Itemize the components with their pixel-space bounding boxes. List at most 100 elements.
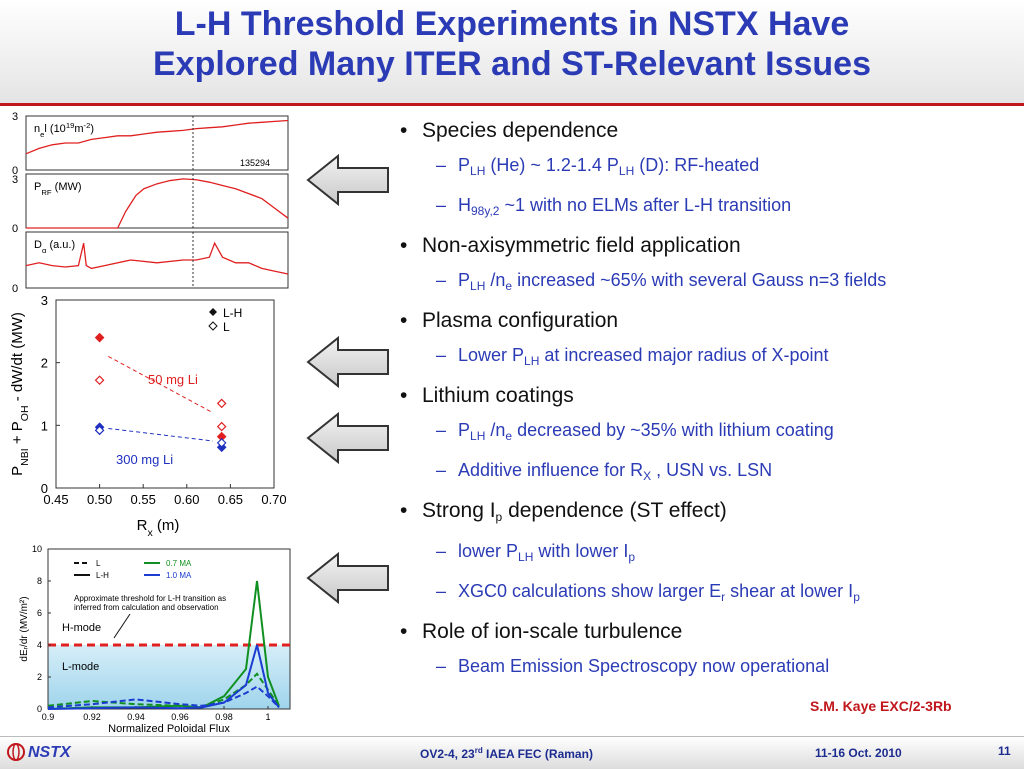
threshold-figure: 0.45 0.50 0.55 0.60 0.65 0.70 0 1 2 3 Rx (m) PNBI +… — [8, 294, 294, 538]
data-point — [94, 375, 105, 386]
legend-marker-lh — [209, 308, 217, 316]
sub-bullet-item: H98y,2 ~1 with no ELMs after L-H transit… — [398, 193, 1018, 223]
sub-bullet-item: XGC0 calculations show larger Er shear a… — [398, 579, 1018, 609]
trace-ylabel: Dα (a.u.) — [34, 239, 75, 255]
y-tick-label: 4 — [37, 640, 42, 650]
title-divider — [0, 103, 1024, 106]
x-tick-label: 0.70 — [261, 492, 286, 507]
fit-line — [108, 355, 214, 414]
arrow-left-icon — [306, 551, 389, 605]
sub-bullet-item: Beam Emission Spectroscopy now operation… — [398, 654, 1018, 678]
trace-panel-frame — [25, 173, 289, 229]
h-mode-label: H-mode — [62, 622, 101, 634]
trace-panel-frame — [25, 231, 289, 289]
arrow-left-icon — [306, 153, 389, 207]
fit-label-50mg: 50 mg Li — [148, 372, 198, 387]
y-axis-title: PNBI + POH - dW/dt (MW) — [9, 312, 31, 476]
l-mode-region — [48, 645, 290, 709]
trace-ytick-label: 3 — [12, 174, 18, 186]
x-tick-label: 0.50 — [87, 492, 112, 507]
fit-line — [108, 427, 214, 442]
fit-label-300mg: 300 mg Li — [116, 452, 173, 467]
conference-label: OV2-4, 23rd IAEA FEC (Raman) — [420, 746, 593, 761]
plot-frame — [55, 299, 275, 489]
trace-ytick-label: 0 — [12, 223, 18, 235]
y-tick-label: 2 — [41, 356, 48, 371]
arrows — [306, 153, 389, 605]
x-tick-label: 0.60 — [174, 492, 199, 507]
bullet-item: Non-axisymmetric field application — [398, 233, 1018, 259]
y-tick-label: 6 — [37, 608, 42, 618]
trace-ylabel: PRF (MW) — [34, 181, 82, 197]
slide-title: L-H Threshold Experiments in NSTX Have E… — [0, 4, 1024, 84]
title-band — [0, 0, 1024, 104]
l-mode-label: L-mode — [62, 661, 99, 673]
legend-label-07: 0.7 MA — [166, 559, 192, 568]
legend-label-l: L — [223, 320, 230, 334]
sub-bullet-item: PLH /ne decreased by ~35% with lithium c… — [398, 418, 1018, 448]
data-point — [94, 425, 105, 436]
y-tick-label: 2 — [37, 672, 42, 682]
sub-bullet-item: lower PLH with lower Ip — [398, 539, 1018, 569]
y-tick-label: 0 — [37, 704, 42, 714]
trace-line-PRF — [26, 178, 289, 229]
legend-label-l: L — [96, 559, 101, 568]
bullet-item: Lithium coatings — [398, 383, 1018, 409]
threshold-annotation-line1: Approximate threshold for L-H transition… — [74, 594, 226, 603]
x-axis-title: Normalized Poloidal Flux — [108, 723, 230, 735]
y-tick-label: 0 — [41, 481, 48, 496]
x-tick-label: 0.96 — [171, 712, 189, 722]
trace-ylabel: nel (1019m-2) — [34, 121, 94, 139]
data-point — [94, 332, 105, 343]
bullet-list: Species dependence PLH (He) ~ 1.2-1.4 PLH… — [398, 118, 1018, 688]
x-tick-label: 0.65 — [218, 492, 243, 507]
x-tick-label: 1 — [265, 712, 270, 722]
legend-label-10: 1.0 MA — [166, 571, 192, 580]
shot-number-label: 135294 — [240, 158, 270, 168]
x-axis-title: Rx (m) — [137, 517, 180, 538]
sub-bullet-item: PLH (He) ~ 1.2-1.4 PLH (D): RF-heated — [398, 153, 1018, 183]
data-point — [216, 438, 227, 448]
y-axis-title: dEᵣ/dr (MV/m²) — [19, 596, 30, 661]
trace-ytick-label: 3 — [12, 112, 18, 123]
x-tick-label: 0.55 — [131, 492, 156, 507]
trace-ytick-label: 0 — [12, 283, 18, 294]
bullet-item: Strong Ip dependence (ST effect) — [398, 498, 1018, 530]
legend-label-lh: L-H — [223, 306, 242, 320]
x-tick-label: 0.92 — [83, 712, 101, 722]
x-tick-label: 0.98 — [215, 712, 233, 722]
footer-bar — [0, 736, 1024, 769]
bullet-item: Plasma configuration — [398, 308, 1018, 334]
y-tick-label: 10 — [32, 544, 42, 554]
y-tick-label: 3 — [41, 294, 48, 308]
sub-bullet-item: PLH /ne increased ~65% with several Gaus… — [398, 268, 1018, 298]
threshold-annotation-line2: inferred from calculation and observatio… — [74, 603, 219, 612]
nstx-logo-icon — [7, 743, 25, 761]
arrow-left-icon — [306, 411, 389, 465]
sub-bullet-item: Additive influence for RX , USN vs. LSN — [398, 458, 1018, 488]
trace-ytick-label: 0 — [12, 165, 18, 177]
bullet-item: Role of ion-scale turbulence — [398, 619, 1018, 645]
reference-label: S.M. Kaye EXC/2-3Rb — [810, 698, 952, 714]
annotation-pointer — [113, 613, 131, 639]
page-number: 11 — [998, 744, 1011, 758]
trace-line-nel — [25, 119, 289, 155]
data-point — [216, 398, 227, 409]
nstx-logo-text: NSTX — [28, 744, 71, 761]
x-tick-label: 0.9 — [42, 712, 55, 722]
trace-line-Dalpha — [25, 241, 289, 275]
data-point — [216, 421, 227, 432]
x-tick-label: 0.45 — [43, 492, 68, 507]
sub-bullet-item: Lower PLH at increased major radius of X… — [398, 343, 1018, 373]
y-tick-label: 8 — [37, 576, 42, 586]
arrow-left-icon — [306, 335, 389, 389]
y-tick-label: 1 — [41, 418, 48, 433]
date-label: 11-16 Oct. 2010 — [815, 746, 902, 760]
x-tick-label: 0.94 — [127, 712, 145, 722]
series-line — [47, 685, 280, 709]
title-line-2: Explored Many ITER and ST-Relevant Issue… — [153, 45, 871, 83]
title-line-1: L-H Threshold Experiments in NSTX Have — [174, 5, 850, 43]
bullet-item: Species dependence — [398, 118, 1018, 144]
legend-marker-l — [208, 321, 218, 331]
